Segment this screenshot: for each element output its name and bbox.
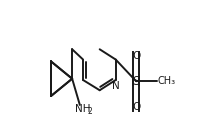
Text: O: O [132,51,140,61]
Text: S: S [132,75,140,88]
Text: 2: 2 [88,107,92,116]
Text: O: O [132,102,140,112]
Text: CH₃: CH₃ [157,76,175,86]
Text: N: N [112,81,119,91]
Text: NH: NH [75,104,91,114]
